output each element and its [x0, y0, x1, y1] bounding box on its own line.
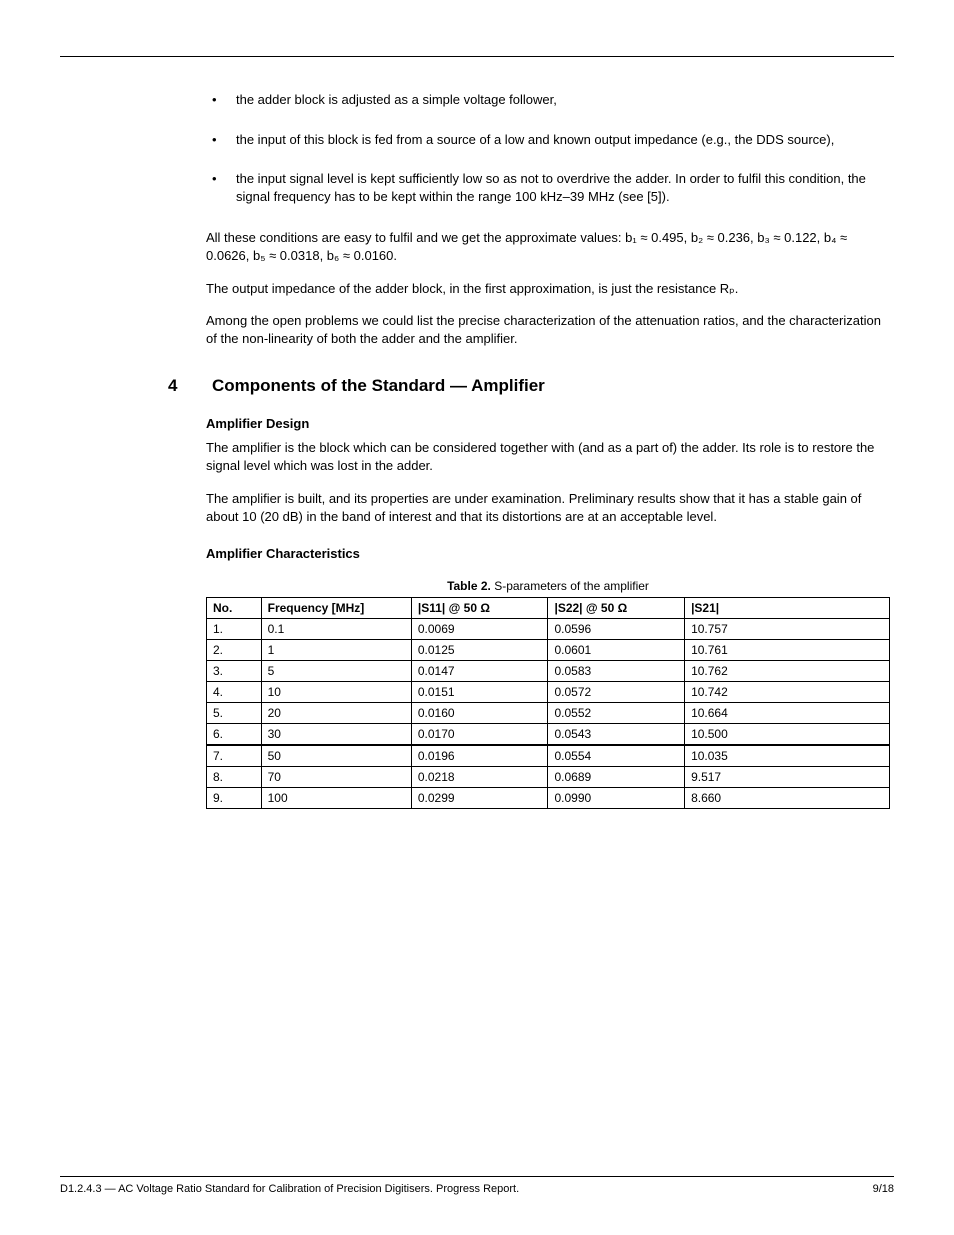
table-cell: 5.: [207, 702, 262, 723]
table-cell: 0.0572: [548, 681, 685, 702]
section-title-text: Components of the Standard — Amplifier: [212, 376, 545, 395]
table-row: 1.0.10.00690.059610.757: [207, 618, 890, 639]
table-cell: 0.0125: [411, 639, 548, 660]
section-number: 4: [168, 376, 212, 396]
table-header-cell: Frequency [MHz]: [261, 597, 411, 618]
table-cell: 0.0151: [411, 681, 548, 702]
table-row: 4.100.01510.057210.742: [207, 681, 890, 702]
table-cell: 0.0218: [411, 766, 548, 787]
subsection-heading: Amplifier Design: [206, 416, 890, 431]
table-caption-text: S-parameters of the amplifier: [491, 579, 649, 593]
table-row: 8.700.02180.06899.517: [207, 766, 890, 787]
table-cell: 0.0552: [548, 702, 685, 723]
table-cell: 0.0583: [548, 660, 685, 681]
table-cell: 70: [261, 766, 411, 787]
table-row: 2.10.01250.060110.761: [207, 639, 890, 660]
table-body: 1.0.10.00690.059610.7572.10.01250.060110…: [207, 618, 890, 808]
table-caption: Table 2. S-parameters of the amplifier: [206, 579, 890, 593]
table-cell: 30: [261, 723, 411, 745]
table-cell: 50: [261, 745, 411, 767]
footer-row: D1.2.4.3 — AC Voltage Ratio Standard for…: [60, 1183, 894, 1195]
page: the adder block is adjusted as a simple …: [0, 0, 954, 1235]
table-cell: 20: [261, 702, 411, 723]
body-content: the adder block is adjusted as a simple …: [206, 91, 890, 809]
table-cell: 9.: [207, 787, 262, 808]
table-cell: 0.0196: [411, 745, 548, 767]
table-cell: 10.035: [685, 745, 890, 767]
table-cell: 0.0596: [548, 618, 685, 639]
table-row: 9.1000.02990.09908.660: [207, 787, 890, 808]
footer-left-text: D1.2.4.3 — AC Voltage Ratio Standard for…: [60, 1183, 519, 1195]
table-cell: 0.0601: [548, 639, 685, 660]
table-cell: 7.: [207, 745, 262, 767]
table-caption-label: Table 2.: [447, 579, 491, 593]
paragraph: All these conditions are easy to fulfil …: [206, 229, 890, 265]
table-cell: 0.0990: [548, 787, 685, 808]
paragraph: The amplifier is built, and its properti…: [206, 490, 890, 526]
table-cell: 9.517: [685, 766, 890, 787]
table-cell: 10.500: [685, 723, 890, 745]
table-row: 5.200.01600.055210.664: [207, 702, 890, 723]
table-cell: 0.0543: [548, 723, 685, 745]
table-cell: 5: [261, 660, 411, 681]
table-cell: 100: [261, 787, 411, 808]
table-cell: 10: [261, 681, 411, 702]
table-cell: 1: [261, 639, 411, 660]
table-cell: 0.0554: [548, 745, 685, 767]
paragraph: The amplifier is the block which can be …: [206, 439, 890, 475]
table-cell: 0.0689: [548, 766, 685, 787]
footer-page-number: 9/18: [873, 1183, 894, 1195]
table-cell: 0.0147: [411, 660, 548, 681]
table-cell: 2.: [207, 639, 262, 660]
table-cell: 6.: [207, 723, 262, 745]
table-cell: 10.742: [685, 681, 890, 702]
table-row: 6.300.01700.054310.500: [207, 723, 890, 745]
footer-rule: [60, 1176, 894, 1177]
bullet-item: the input signal level is kept sufficien…: [206, 170, 890, 205]
table-cell: 1.: [207, 618, 262, 639]
table-cell: 10.761: [685, 639, 890, 660]
table-row: 3.50.01470.058310.762: [207, 660, 890, 681]
subsection-heading: Amplifier Characteristics: [206, 546, 890, 561]
table-cell: 3.: [207, 660, 262, 681]
bullet-item: the adder block is adjusted as a simple …: [206, 91, 890, 109]
table-cell: 0.0170: [411, 723, 548, 745]
bullet-list: the adder block is adjusted as a simple …: [206, 91, 890, 205]
table-cell: 10.664: [685, 702, 890, 723]
s-parameters-table: No. Frequency [MHz] |S11| @ 50 Ω |S22| @…: [206, 597, 890, 809]
table-header-cell: |S22| @ 50 Ω: [548, 597, 685, 618]
table-cell: 0.1: [261, 618, 411, 639]
table-header-cell: |S21|: [685, 597, 890, 618]
table-header-row: No. Frequency [MHz] |S11| @ 50 Ω |S22| @…: [207, 597, 890, 618]
table-header-cell: No.: [207, 597, 262, 618]
table-cell: 0.0160: [411, 702, 548, 723]
table-cell: 4.: [207, 681, 262, 702]
table-cell: 0.0069: [411, 618, 548, 639]
paragraph: The output impedance of the adder block,…: [206, 280, 890, 298]
table-cell: 10.757: [685, 618, 890, 639]
table-cell: 10.762: [685, 660, 890, 681]
paragraph: Among the open problems we could list th…: [206, 312, 890, 348]
table-cell: 8.660: [685, 787, 890, 808]
table-cell: 0.0299: [411, 787, 548, 808]
table-row: 7.500.01960.055410.035: [207, 745, 890, 767]
table-header: No. Frequency [MHz] |S11| @ 50 Ω |S22| @…: [207, 597, 890, 618]
page-footer: D1.2.4.3 — AC Voltage Ratio Standard for…: [60, 1176, 894, 1195]
top-rule: [60, 56, 894, 57]
table-cell: 8.: [207, 766, 262, 787]
section-heading: 4Components of the Standard — Amplifier: [168, 376, 890, 396]
table-header-cell: |S11| @ 50 Ω: [411, 597, 548, 618]
bullet-item: the input of this block is fed from a so…: [206, 131, 890, 149]
